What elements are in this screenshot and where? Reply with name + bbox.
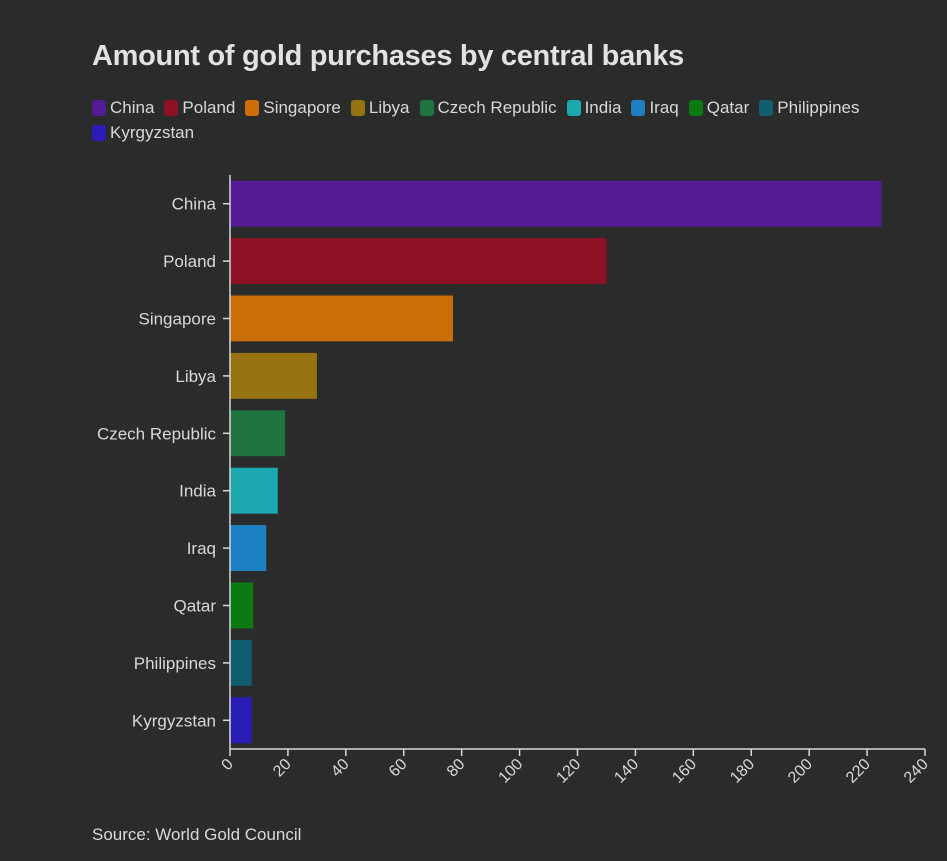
legend-label-qatar: Qatar [706,98,750,117]
y-tick-label-iraq: Iraq [187,539,216,558]
legend-label-czech-republic: Czech Republic [437,98,557,117]
legend-label-kyrgyzstan: Kyrgyzstan [110,123,195,142]
y-tick-label-china: China [172,195,217,214]
y-tick-label-libya: Libya [175,367,216,386]
legend-item-singapore: Singapore [245,98,341,118]
legend-item-czech-republic: Czech Republic [419,98,557,118]
legend-swatch-singapore [245,100,260,116]
legend-swatch-poland [164,100,179,116]
legend-item-philippines: Philippines [759,98,860,118]
bar-iraq [230,525,267,571]
y-tick-label-poland: Poland [163,252,216,271]
y-tick-label-singapore: Singapore [138,310,216,329]
legend-swatch-libya [350,100,365,116]
x-tick-label-100: 100 [496,756,527,787]
legend-item-poland: Poland [164,98,235,118]
x-tick-label-160: 160 [669,756,700,787]
y-tick-label-kyrgyzstan: Kyrgyzstan [132,711,216,730]
chart-legend: China Poland Singapore Libya Czech Republic I… [92,98,932,143]
legend-item-kyrgyzstan: Kyrgyzstan [92,123,194,143]
y-tick-label-india: India [179,482,216,501]
x-tick-label-200: 200 [785,756,816,787]
x-tick-label-180: 180 [727,756,758,787]
bar-china [230,180,882,227]
legend-item-iraq: Iraq [631,98,679,118]
legend-swatch-philippines [759,100,774,116]
bar-libya [230,352,317,399]
x-tick-label-140: 140 [611,756,642,787]
bar-qatar [230,582,254,629]
legend-label-iraq: Iraq [649,98,679,117]
x-tick-label-220: 220 [843,756,874,787]
bar-kyrgyzstan [230,697,252,744]
legend-swatch-czech-republic [419,100,434,116]
y-tick-label-qatar: Qatar [173,597,216,616]
bar-philippines [230,639,252,686]
legend-label-philippines: Philippines [777,98,860,117]
bar-singapore [230,295,453,342]
x-tick-label-20: 20 [270,756,295,781]
legend-label-libya: Libya [368,98,410,117]
x-tick-label-80: 80 [444,756,469,781]
x-tick-label-60: 60 [386,756,411,781]
legend-item-libya: Libya [350,98,410,118]
chart-title: Amount of gold purchases by central bank… [92,40,684,72]
x-tick-label-120: 120 [553,756,584,787]
source-note: Source: World Gold Council [92,825,302,844]
x-tick-label-240: 240 [901,756,932,787]
legend-item-china: China [92,98,154,118]
legend-label-india: India [584,98,622,117]
legend-label-china: China [110,98,155,117]
bar-poland [230,238,607,284]
y-tick-label-czech-republic: Czech Republic [97,424,217,443]
legend-swatch-china [92,100,106,116]
x-tick-label-40: 40 [328,756,353,781]
x-tick-label-0: 0 [219,756,237,774]
legend-swatch-india [566,100,581,116]
bar-czech-republic [230,410,285,457]
legend-label-poland: Poland [182,98,236,117]
legend-item-qatar: Qatar [688,98,750,118]
legend-swatch-qatar [688,100,703,116]
legend-label-singapore: Singapore [263,98,341,117]
legend-item-india: India [566,98,622,118]
y-tick-label-philippines: Philippines [134,654,216,673]
legend-swatch-iraq [631,100,646,116]
bar-india [230,467,278,514]
legend-swatch-kyrgyzstan [92,125,106,141]
